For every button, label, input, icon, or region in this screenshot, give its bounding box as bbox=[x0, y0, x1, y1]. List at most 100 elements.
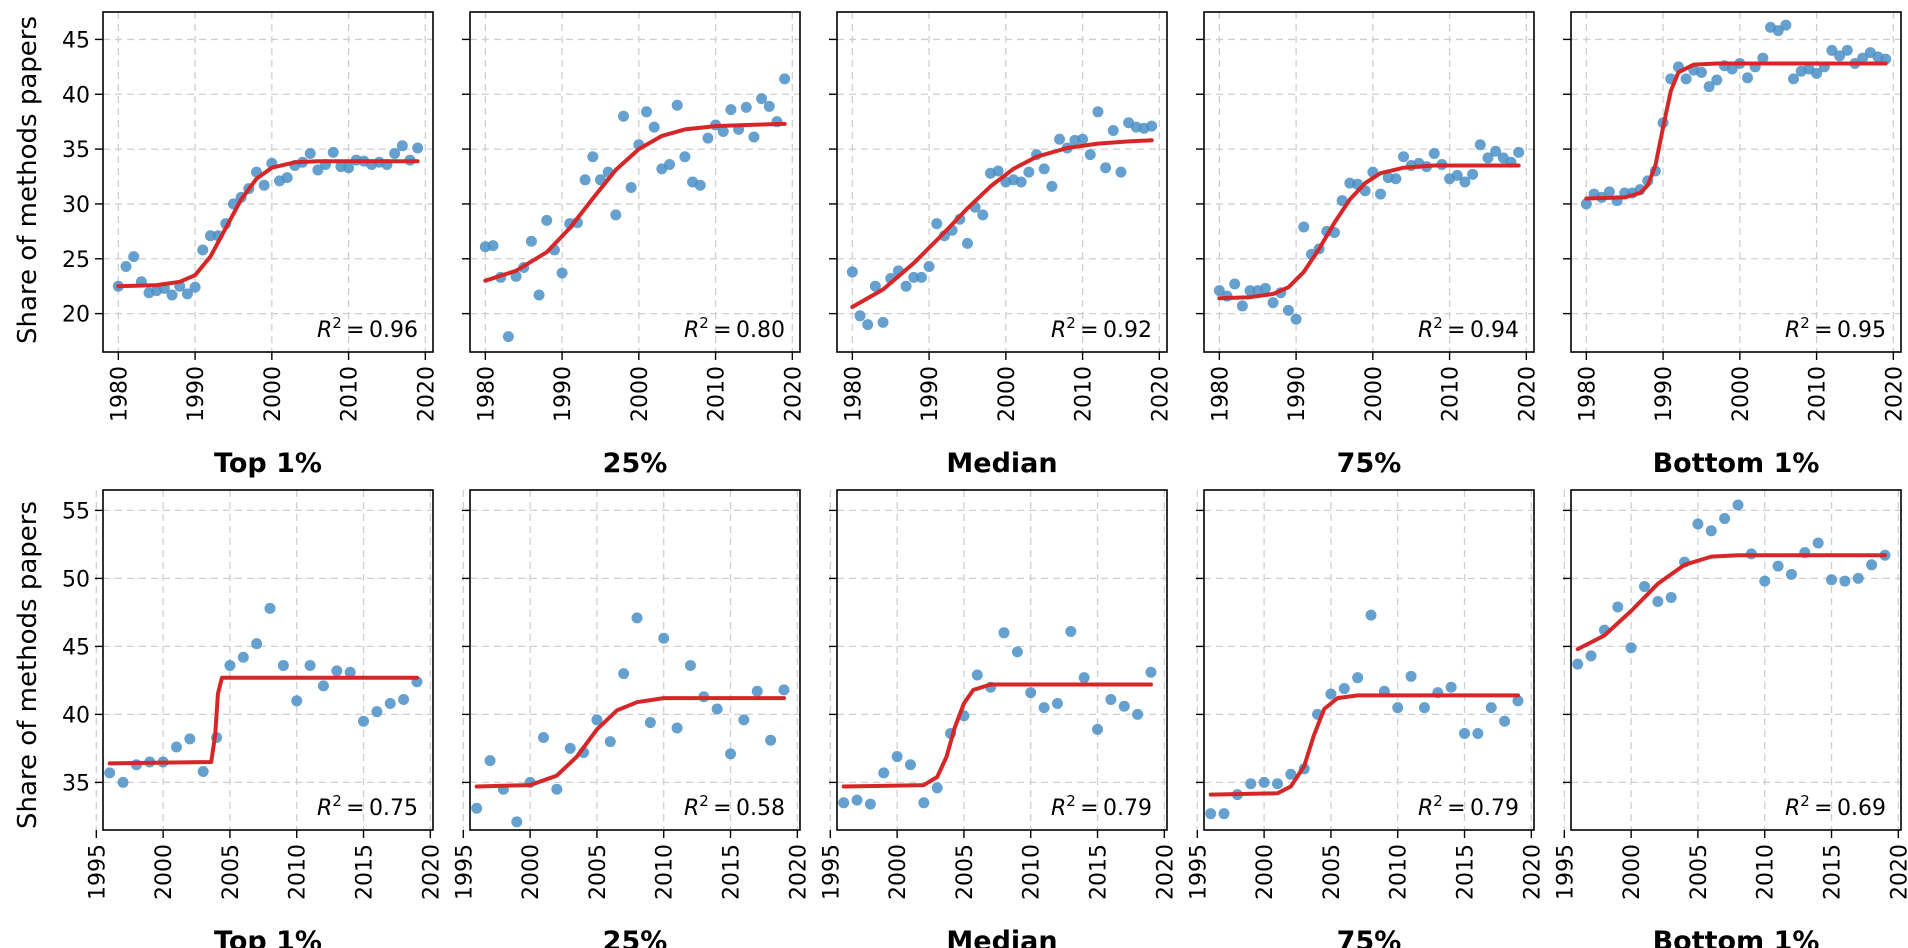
data-point bbox=[384, 698, 396, 710]
data-point bbox=[1132, 708, 1144, 720]
data-point bbox=[631, 612, 643, 624]
axes-frame bbox=[469, 11, 801, 353]
data-point bbox=[1023, 166, 1035, 178]
data-point bbox=[181, 288, 193, 300]
data-point bbox=[1244, 285, 1256, 297]
panel-title: Median bbox=[946, 448, 1057, 479]
data-point bbox=[1572, 658, 1584, 670]
data-point bbox=[904, 759, 916, 771]
data-point bbox=[931, 782, 943, 794]
data-point bbox=[992, 165, 1004, 177]
data-point bbox=[1459, 727, 1471, 739]
axes-frame bbox=[469, 489, 801, 831]
data-point bbox=[1512, 695, 1524, 707]
r-squared-label: R2 = 0.69 bbox=[1785, 792, 1886, 821]
data-point bbox=[1375, 188, 1387, 200]
panel-title: 25% bbox=[603, 926, 668, 948]
r-squared-label: R2 = 0.79 bbox=[1418, 792, 1519, 821]
x-tick-label: 2020 bbox=[781, 366, 806, 422]
y-tick-label: 40 bbox=[62, 83, 90, 108]
data-point bbox=[487, 240, 499, 252]
data-point bbox=[587, 151, 599, 163]
x-tick-label: 2005 bbox=[953, 844, 978, 900]
data-point bbox=[1271, 778, 1283, 790]
data-point bbox=[644, 717, 656, 729]
data-point bbox=[170, 741, 182, 753]
data-point bbox=[1229, 278, 1241, 290]
data-point bbox=[961, 237, 973, 249]
x-tick-label: 1980 bbox=[1575, 366, 1600, 422]
data-point bbox=[1603, 186, 1615, 198]
x-tick-label: 1990 bbox=[1652, 366, 1677, 422]
y-axis-label-row-2: Share of methods papers bbox=[13, 501, 43, 829]
x-tick-label: 2020 bbox=[419, 844, 444, 900]
axes-frame bbox=[836, 11, 1168, 353]
y-tick-label: 45 bbox=[62, 635, 90, 660]
data-point bbox=[1612, 601, 1624, 613]
data-point bbox=[1652, 596, 1664, 608]
data-point bbox=[1638, 581, 1650, 593]
x-tick-label: 1980 bbox=[107, 366, 132, 422]
axes-frame bbox=[102, 489, 434, 831]
fit-curve bbox=[116, 159, 420, 289]
fit-curve bbox=[474, 696, 786, 789]
r-squared-label: R2 = 0.94 bbox=[1418, 314, 1519, 343]
data-point bbox=[1015, 176, 1027, 188]
y-tick-label: 25 bbox=[62, 248, 90, 273]
r-squared-label: R2 = 0.79 bbox=[1051, 792, 1152, 821]
data-point bbox=[625, 181, 637, 193]
data-point bbox=[224, 659, 236, 671]
data-point bbox=[1046, 180, 1058, 192]
y-tick-label: 40 bbox=[62, 703, 90, 728]
data-point bbox=[1472, 727, 1484, 739]
x-tick-label: 1995 bbox=[1186, 844, 1211, 900]
data-point bbox=[533, 289, 545, 301]
data-point bbox=[1038, 702, 1050, 714]
data-point bbox=[877, 316, 889, 328]
data-point bbox=[610, 209, 622, 221]
data-point bbox=[977, 209, 989, 221]
data-point bbox=[908, 271, 920, 283]
data-point bbox=[1485, 702, 1497, 714]
data-point bbox=[617, 110, 629, 122]
data-point bbox=[1711, 74, 1723, 86]
y-tick-label: 35 bbox=[62, 138, 90, 163]
data-point bbox=[1054, 133, 1066, 145]
r-squared-label: R2 = 0.75 bbox=[317, 792, 418, 821]
chart-panel-2: 1980 1990 2000 2010 2020 R2 = 0.80 25% bbox=[462, 11, 806, 479]
data-point bbox=[1145, 666, 1157, 678]
x-tick-label: 1980 bbox=[841, 366, 866, 422]
data-point bbox=[579, 174, 591, 186]
data-point bbox=[281, 172, 293, 184]
data-point bbox=[1065, 625, 1077, 637]
y-tick-label: 20 bbox=[62, 303, 90, 328]
data-point bbox=[1742, 72, 1754, 84]
data-point bbox=[1474, 139, 1486, 151]
x-tick-label: 2015 bbox=[1821, 844, 1846, 900]
data-point bbox=[1625, 642, 1637, 654]
data-point bbox=[120, 260, 132, 272]
data-point bbox=[1118, 700, 1130, 712]
data-point bbox=[864, 798, 876, 810]
data-point bbox=[104, 767, 116, 779]
x-tick-label: 2010 bbox=[286, 844, 311, 900]
data-point bbox=[878, 767, 890, 779]
data-point bbox=[327, 146, 339, 158]
data-point bbox=[1852, 572, 1864, 584]
data-point bbox=[1719, 513, 1731, 525]
data-point bbox=[1834, 50, 1846, 62]
data-point bbox=[671, 99, 683, 111]
data-point bbox=[711, 703, 723, 715]
data-point bbox=[1467, 168, 1479, 180]
x-tick-label: 2000 bbox=[261, 366, 286, 422]
x-tick-label: 2020 bbox=[1515, 366, 1540, 422]
fit-curve bbox=[483, 121, 787, 283]
data-point bbox=[277, 659, 289, 671]
data-point bbox=[1732, 499, 1744, 511]
data-point bbox=[1267, 297, 1279, 309]
data-point bbox=[648, 121, 660, 133]
data-point bbox=[264, 602, 276, 614]
data-point bbox=[556, 267, 568, 279]
